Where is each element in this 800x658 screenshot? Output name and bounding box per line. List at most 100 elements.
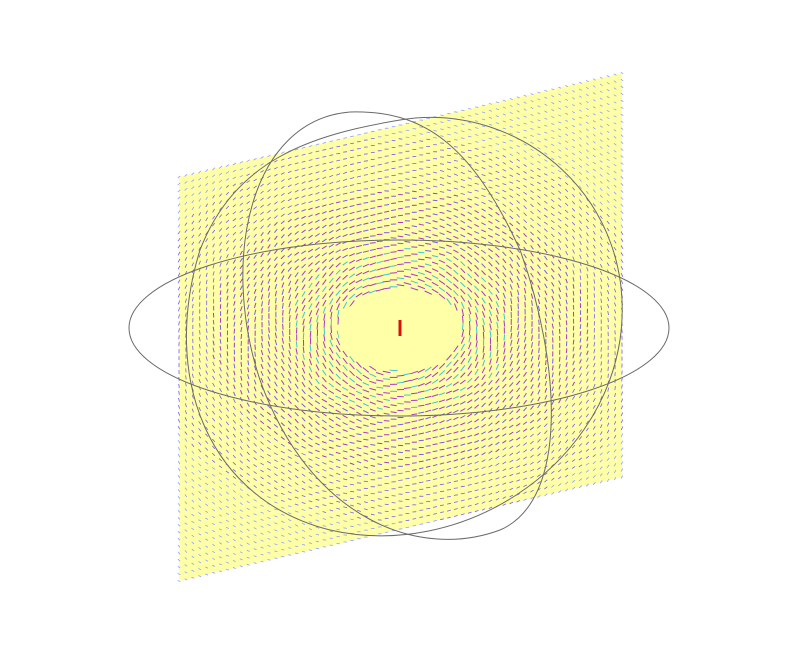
field-vector	[322, 156, 327, 158]
field-vector	[239, 161, 244, 164]
field-vector	[274, 180, 278, 184]
field-vector	[219, 276, 222, 282]
field-vector	[337, 310, 340, 318]
field-vector	[447, 140, 451, 143]
field-vector	[620, 398, 624, 403]
field-vector	[274, 353, 278, 360]
field-vector	[613, 73, 617, 76]
field-vector	[474, 127, 479, 129]
field-vector	[185, 375, 187, 380]
field-vector	[239, 278, 243, 284]
field-vector	[198, 533, 202, 536]
field-vector	[322, 197, 327, 200]
field-vector	[253, 485, 257, 489]
field-vector	[543, 207, 548, 211]
field-vector	[592, 196, 596, 200]
field-vector	[446, 496, 451, 498]
field-vector	[544, 145, 548, 148]
field-vector	[452, 381, 459, 386]
field-vector	[336, 187, 341, 190]
field-vector	[218, 465, 223, 469]
field-vector	[523, 178, 527, 181]
field-vector	[544, 96, 548, 99]
field-vector	[370, 179, 376, 181]
field-vector	[226, 274, 229, 280]
field-vector	[571, 208, 576, 212]
field-vector	[288, 525, 292, 529]
field-vector	[606, 464, 610, 468]
field-vector	[232, 426, 236, 431]
field-vector	[349, 427, 355, 431]
field-vector	[495, 226, 500, 230]
field-vector	[502, 440, 507, 444]
field-vector	[453, 366, 459, 373]
field-vector	[212, 201, 215, 206]
field-vector	[481, 445, 486, 449]
field-vector	[530, 231, 534, 236]
field-vector	[355, 383, 363, 388]
field-vector	[246, 542, 250, 546]
field-vector	[502, 134, 507, 137]
field-vector	[592, 475, 596, 479]
field-vector	[349, 355, 355, 363]
field-vector	[280, 365, 285, 372]
field-vector	[301, 536, 306, 539]
field-vector	[564, 223, 569, 227]
field-vector	[362, 374, 370, 380]
field-vector	[261, 308, 263, 314]
field-vector	[295, 306, 299, 313]
field-vector	[502, 161, 507, 165]
field-vector	[288, 342, 291, 350]
field-vector	[488, 443, 493, 447]
field-vector	[281, 282, 285, 288]
field-vector	[363, 501, 368, 504]
field-vector	[606, 75, 610, 78]
field-vector	[460, 267, 466, 274]
field-vector	[531, 307, 533, 313]
field-vector	[474, 161, 479, 164]
field-vector	[585, 156, 589, 160]
field-vector	[329, 346, 334, 354]
field-vector	[328, 264, 334, 270]
field-vector	[280, 213, 285, 217]
field-vector	[198, 505, 202, 508]
field-vector	[572, 332, 575, 338]
field-vector	[586, 329, 589, 335]
field-vector	[363, 508, 368, 511]
field-vector	[606, 172, 610, 176]
field-vector	[253, 527, 257, 530]
field-vector	[226, 365, 229, 370]
field-vector	[460, 165, 465, 168]
field-vector	[281, 541, 285, 544]
field-vector	[613, 177, 617, 181]
field-vector	[446, 298, 452, 306]
field-vector	[433, 506, 438, 508]
field-vector	[280, 471, 285, 475]
field-vector	[356, 475, 362, 477]
field-vector	[253, 520, 257, 523]
field-vector	[405, 192, 410, 194]
field-vector	[335, 366, 341, 373]
field-vector	[453, 276, 459, 282]
field-vector	[523, 198, 527, 202]
field-vector	[488, 200, 493, 203]
field-vector	[308, 365, 313, 373]
field-vector	[191, 429, 195, 434]
field-vector	[322, 355, 327, 363]
field-vector	[212, 354, 215, 360]
field-vector	[607, 317, 609, 323]
field-vector	[308, 471, 313, 476]
field-vector	[280, 268, 285, 274]
field-vector	[253, 435, 257, 440]
field-vector	[523, 491, 527, 495]
field-vector	[398, 187, 403, 189]
field-vector	[253, 261, 257, 266]
field-vector	[557, 469, 562, 473]
field-vector	[516, 394, 521, 400]
field-vector	[383, 405, 390, 409]
field-vector	[274, 508, 278, 511]
field-vector	[523, 477, 528, 481]
field-vector	[585, 114, 589, 118]
field-vector	[239, 257, 244, 263]
field-vector	[418, 404, 425, 407]
